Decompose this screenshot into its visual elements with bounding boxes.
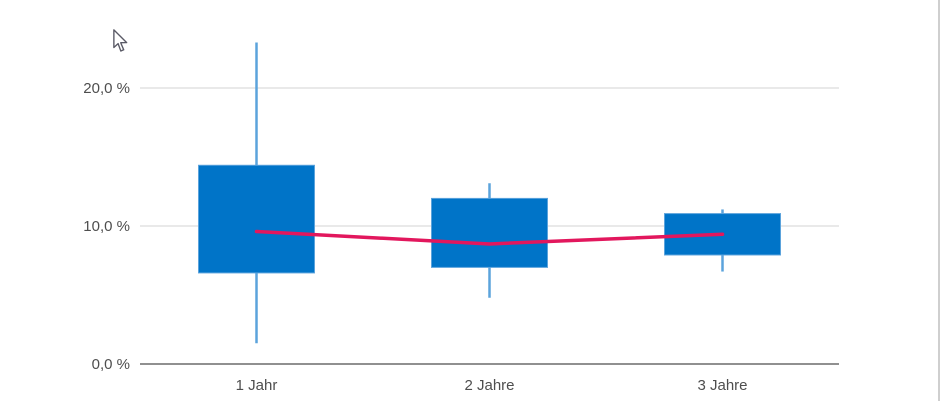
x-axis-category-label: 1 Jahr xyxy=(236,377,278,394)
candle-box[interactable] xyxy=(198,164,315,274)
y-axis-tick-label: 10,0 % xyxy=(83,218,130,235)
mouse-cursor-icon xyxy=(112,29,129,53)
x-axis-category-label: 2 Jahre xyxy=(464,377,514,394)
panel-right-border xyxy=(938,0,940,401)
y-axis-tick-label: 20,0 % xyxy=(83,80,130,97)
x-axis-category-label: 3 Jahre xyxy=(697,377,747,394)
candle-box[interactable] xyxy=(431,197,548,268)
trend-line[interactable] xyxy=(254,229,725,246)
y-axis-tick-label: 0,0 % xyxy=(92,356,130,373)
